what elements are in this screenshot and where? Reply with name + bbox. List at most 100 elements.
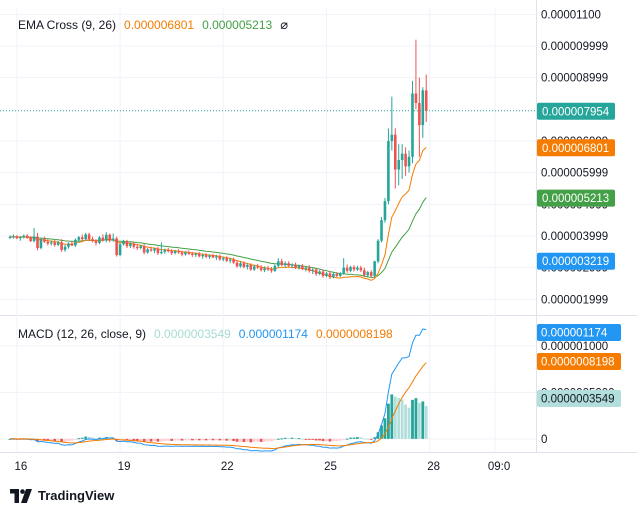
candle-body: [80, 237, 84, 240]
candle: [125, 239, 129, 249]
candle: [301, 263, 304, 271]
candle: [60, 239, 63, 252]
candle-body: [266, 268, 270, 270]
macd-histogram-bar: [125, 438, 129, 441]
candle-body: [15, 236, 19, 239]
hide-indicator-icon[interactable]: ⌀: [280, 17, 289, 32]
macd-histogram-bar: [194, 438, 198, 441]
candle-body: [87, 234, 91, 240]
candle: [187, 250, 191, 255]
candle-body: [8, 236, 12, 238]
candle: [163, 248, 167, 254]
macd-histogram-bar: [414, 398, 418, 439]
candle: [359, 265, 363, 273]
macd-histogram-bar: [170, 438, 174, 441]
macd-histogram-bar: [211, 438, 215, 441]
price-tick-label: 0.000005999: [541, 168, 608, 180]
macd-line-badge: 0.000001174: [537, 324, 621, 341]
candle: [349, 265, 352, 273]
macd-histogram-bar: [393, 396, 397, 439]
candle-body: [105, 234, 108, 241]
candle: [94, 239, 98, 246]
candle: [266, 265, 270, 271]
macd-histogram-bar: [263, 438, 266, 442]
candle: [146, 248, 149, 254]
price-tick-label: 0.000008999: [541, 73, 608, 85]
candle-body: [197, 253, 201, 257]
macd-histogram-bar: [273, 438, 277, 441]
candle-body: [63, 246, 67, 250]
candle-body: [56, 242, 60, 245]
candle-body: [411, 93, 414, 157]
candle: [101, 234, 105, 242]
candle-body: [304, 267, 308, 269]
candle: [383, 198, 387, 223]
candle-body: [115, 238, 118, 255]
candle-body: [342, 267, 345, 274]
candle-body: [67, 243, 70, 247]
candle-body: [259, 267, 263, 271]
candle-body: [160, 251, 163, 254]
candle-body: [280, 261, 284, 266]
macd-indicator-name[interactable]: MACD (12, 26, close, 9): [18, 327, 147, 341]
macd-histogram-bar: [373, 437, 377, 439]
candle: [411, 80, 414, 164]
macd-histogram-bar: [294, 438, 297, 440]
macd-line-value: 0.000001174: [238, 327, 308, 341]
macd-histogram-bar: [177, 438, 180, 441]
macd-histogram-bar: [94, 438, 98, 440]
candle: [400, 144, 404, 179]
indicator-name[interactable]: EMA Cross (9, 26): [18, 18, 117, 32]
macd-histogram-bar: [60, 438, 63, 442]
candle: [342, 258, 345, 275]
candle-body: [332, 274, 335, 278]
time-tick-label: 16: [14, 461, 27, 473]
candle: [46, 239, 50, 246]
candle-body: [325, 273, 328, 276]
candle-body: [91, 239, 94, 242]
badge-text: 0.000001174: [541, 328, 608, 340]
price-tick-label: 0.000001999: [541, 294, 608, 306]
macd-histogram-bar: [228, 438, 232, 441]
time-tick-label: 25: [324, 461, 337, 473]
candle-body: [184, 252, 187, 255]
macd-histogram-bar: [8, 438, 12, 440]
candle: [91, 236, 94, 243]
candle-body: [335, 274, 339, 276]
macd-histogram-bar: [225, 438, 229, 441]
price-tick-label: 0.00001100: [541, 9, 601, 21]
candle: [252, 264, 256, 271]
macd-histogram-bar: [232, 438, 235, 441]
macd-histogram-bar: [359, 437, 363, 439]
candle: [84, 232, 87, 241]
candle: [56, 241, 60, 247]
candle-body: [191, 253, 194, 255]
macd-histogram-bar: [245, 438, 249, 442]
brand[interactable]: TradingView: [10, 488, 114, 503]
candle: [208, 254, 211, 259]
candle-body: [211, 255, 215, 258]
candle: [352, 265, 356, 272]
macd-histogram-bar: [417, 402, 421, 439]
candle-body: [380, 220, 383, 241]
candle: [277, 258, 280, 268]
candle: [87, 232, 91, 241]
candle: [211, 253, 215, 259]
candle-body: [407, 156, 411, 167]
macd-histogram-bar: [345, 438, 349, 440]
macd-histogram-bar: [328, 438, 332, 442]
macd-histogram-bar: [266, 438, 270, 442]
candle-body: [149, 249, 153, 251]
candle-body: [142, 246, 146, 253]
candle-body: [74, 239, 77, 246]
macd-histogram-bar: [276, 438, 280, 440]
candle: [418, 77, 421, 157]
candle: [249, 263, 253, 271]
candle-body: [25, 235, 29, 238]
candle-body: [163, 249, 167, 252]
macd-histogram-bar: [215, 438, 218, 441]
candle: [259, 265, 263, 272]
ema-slow-price-badge: 0.000005213: [537, 189, 615, 207]
macd-histogram-bar: [190, 438, 194, 441]
